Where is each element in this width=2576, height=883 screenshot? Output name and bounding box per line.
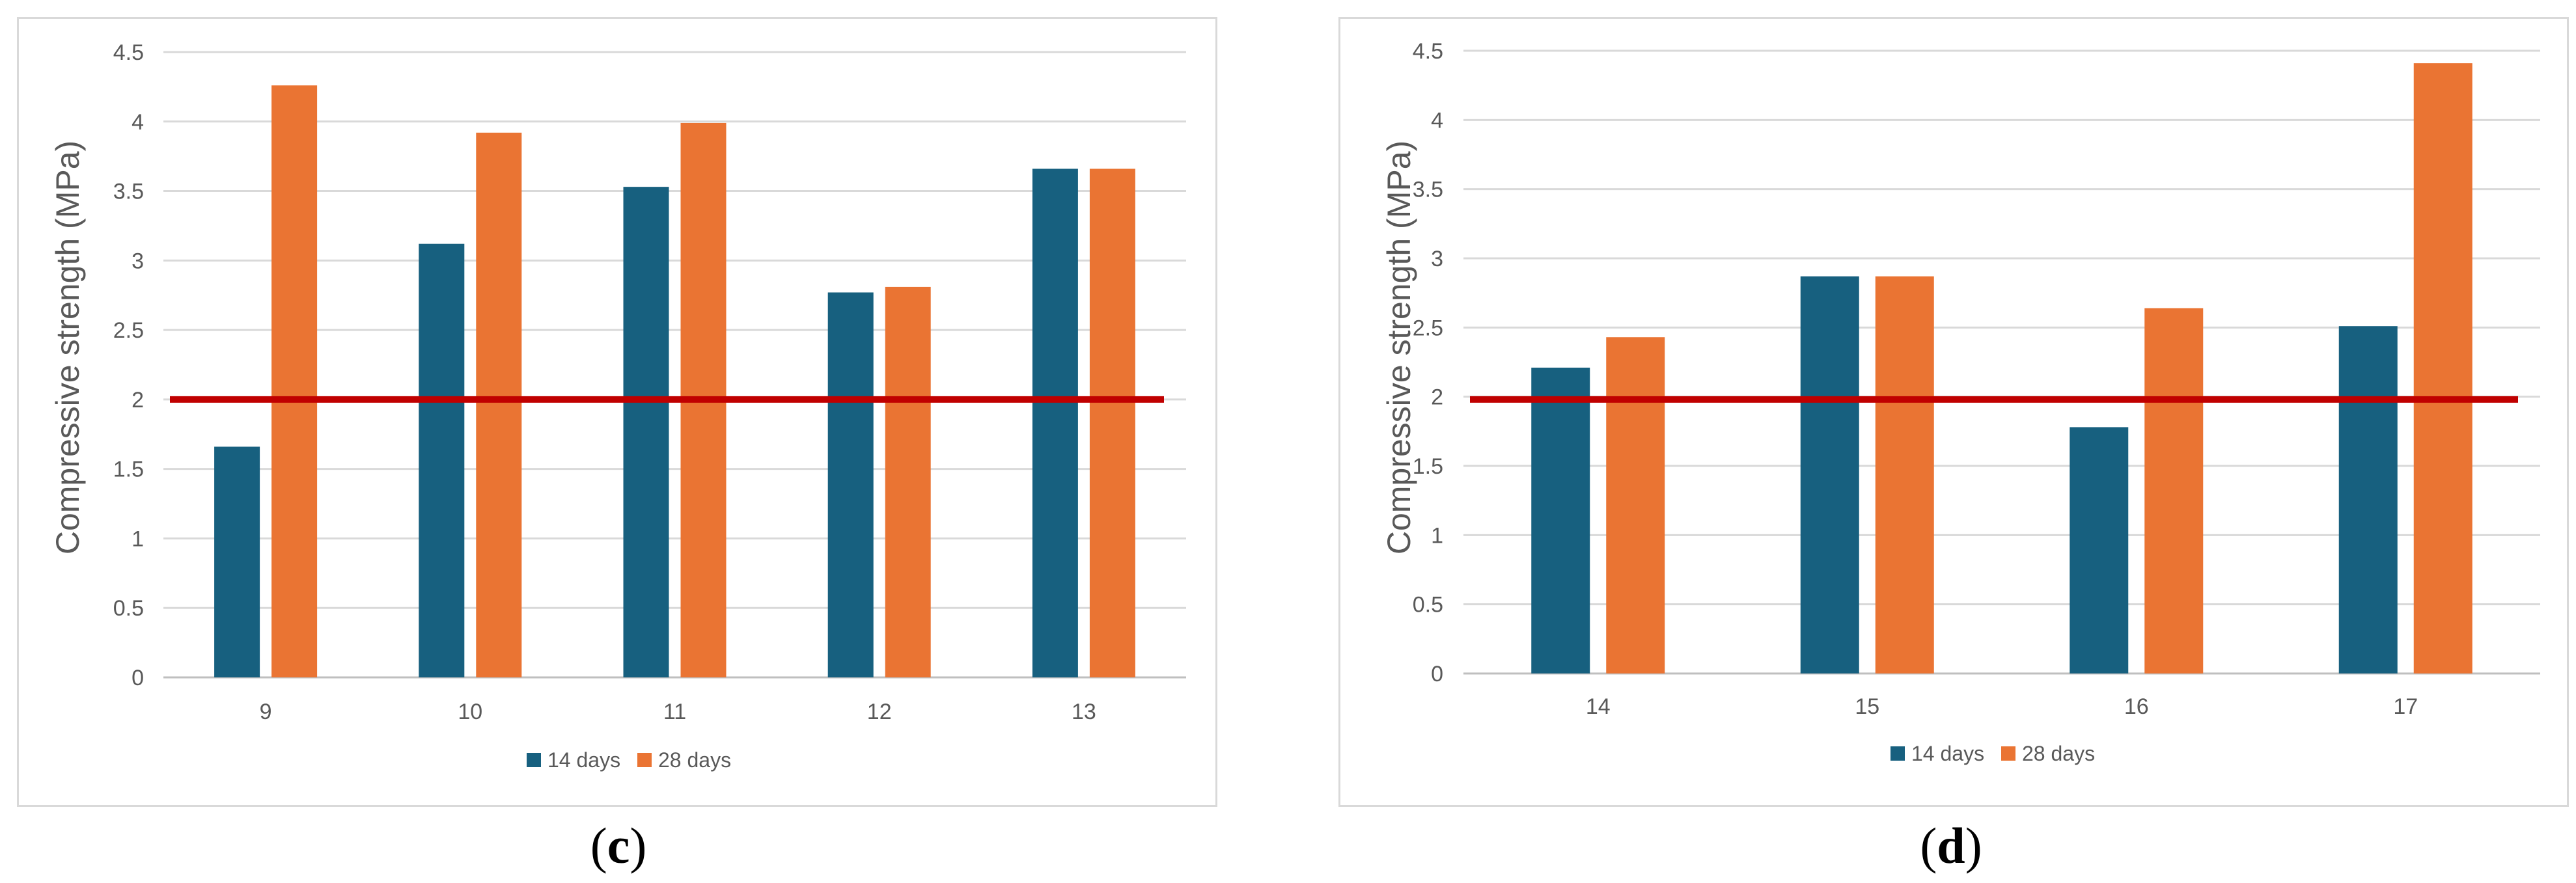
y-tick-label: 2 — [132, 388, 144, 413]
y-tick-label: 3.5 — [113, 180, 144, 204]
x-tick-label: 9 — [260, 700, 272, 724]
y-tick-label: 3.5 — [1413, 178, 1443, 202]
bar-28-days-15 — [1875, 276, 1934, 673]
bar-14-days-14 — [1531, 368, 1590, 673]
bar-chart-c: 0 0.5 1 1.5 2 2.5 3 3.5 4 4.5 Compressive strength… — [49, 40, 1186, 772]
bar-28-days-13 — [1089, 169, 1135, 677]
bar-14-days-13 — [1032, 169, 1078, 677]
legend-label-14-days: 14 days — [1911, 742, 1984, 765]
chart-panel-c: 0 0.5 1 1.5 2 2.5 3 3.5 4 4.5 Compressive strength… — [17, 17, 1217, 807]
y-tick-label: 1 — [132, 526, 144, 551]
caption-c: (c) — [590, 817, 647, 874]
bar-28-days-12 — [885, 286, 931, 677]
x-tick-label: 12 — [867, 700, 892, 724]
x-tick-label: 10 — [458, 700, 482, 724]
x-tick-label: 16 — [2124, 694, 2149, 719]
y-tick-label: 0.5 — [1413, 593, 1443, 618]
legend-swatch-14-days — [527, 753, 541, 767]
x-tick-label: 15 — [1855, 694, 1879, 719]
y-tick-label: 2 — [1431, 385, 1443, 410]
y-tick-label: 1.5 — [1413, 454, 1443, 479]
legend-label-28-days: 28 days — [658, 748, 731, 772]
y-axis-title: Compressive strength (MPa) — [49, 141, 86, 554]
y-tick-label: 4.5 — [1413, 39, 1443, 64]
legend-swatch-14-days — [1890, 746, 1905, 761]
bar-14-days-11 — [623, 187, 669, 677]
y-tick-label: 4.5 — [113, 40, 144, 65]
bar-14-days-9 — [214, 446, 260, 677]
bar-14-days-12 — [827, 292, 874, 677]
y-tick-label: 2.5 — [1413, 316, 1443, 340]
bar-28-days-14 — [1606, 337, 1665, 673]
y-axis-title: Compressive strength (MPa) — [1381, 141, 1417, 554]
bar-28-days-16 — [2144, 308, 2204, 673]
chart-panel-d: 0 0.5 1 1.5 2 2.5 3 3.5 4 4.5 Compressive strength… — [1338, 17, 2569, 807]
bar-14-days-16 — [2070, 427, 2129, 673]
y-tick-label: 4 — [132, 110, 144, 135]
y-tick-label: 3 — [132, 249, 144, 273]
bar-28-days-10 — [476, 132, 522, 677]
bar-14-days-10 — [419, 243, 465, 677]
y-tick-label: 1 — [1431, 523, 1443, 548]
y-tick-label: 0.5 — [113, 596, 144, 621]
y-tick-label: 4 — [1431, 108, 1443, 133]
y-tick-label: 0 — [1431, 662, 1443, 686]
y-tick-label: 0 — [132, 666, 144, 690]
bar-14-days-17 — [2338, 326, 2398, 673]
legend-label-28-days: 28 days — [2022, 742, 2095, 765]
bar-chart-d: 0 0.5 1 1.5 2 2.5 3 3.5 4 4.5 Compressive strength… — [1381, 39, 2540, 765]
y-tick-label: 3 — [1431, 247, 1443, 271]
x-tick-label: 11 — [663, 700, 686, 724]
legend-label-14-days: 14 days — [547, 748, 620, 772]
caption-d: (d) — [1920, 817, 1982, 874]
y-tick-label: 1.5 — [113, 457, 144, 482]
legend-swatch-28-days — [2001, 746, 2015, 761]
x-tick-label: 17 — [2393, 694, 2418, 719]
bar-14-days-15 — [1800, 276, 1859, 673]
bar-28-days-17 — [2413, 63, 2472, 673]
bar-28-days-9 — [271, 85, 318, 678]
legend-swatch-28-days — [637, 753, 652, 767]
x-tick-label: 13 — [1072, 700, 1096, 724]
y-tick-label: 2.5 — [113, 318, 144, 343]
x-tick-label: 14 — [1586, 694, 1611, 719]
